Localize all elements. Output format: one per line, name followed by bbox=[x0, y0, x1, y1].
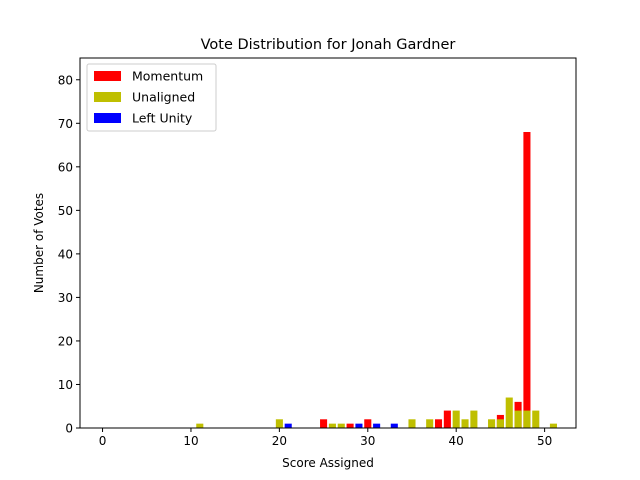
bar-unaligned-20 bbox=[275, 419, 283, 428]
bar-unaligned-49 bbox=[532, 410, 540, 428]
x-tick-label: 10 bbox=[183, 434, 198, 448]
bar-unaligned-45 bbox=[496, 419, 504, 428]
y-axis-label: Number of Votes bbox=[32, 193, 46, 293]
chart-title: Vote Distribution for Jonah Gardner bbox=[201, 37, 456, 53]
x-tick-label: 20 bbox=[272, 434, 287, 448]
y-tick-label: 40 bbox=[58, 247, 73, 261]
bar-unaligned-47 bbox=[514, 410, 522, 428]
x-tick-label: 40 bbox=[449, 434, 464, 448]
bar-left-unity-29 bbox=[355, 423, 363, 428]
bar-unaligned-11 bbox=[196, 423, 204, 428]
y-tick-label: 10 bbox=[58, 378, 73, 392]
legend-swatch-left-unity bbox=[94, 113, 121, 123]
y-tick-label: 80 bbox=[58, 73, 73, 87]
bars-layer bbox=[196, 132, 557, 428]
y-tick-label: 60 bbox=[58, 160, 73, 174]
legend-label-left-unity: Left Unity bbox=[132, 111, 193, 126]
y-axis-ticks: 0 10 20 30 40 50 60 70 80 bbox=[58, 73, 80, 436]
legend-items: Momentum Unaligned Left Unity bbox=[94, 69, 203, 126]
bar-left-unity-31 bbox=[373, 423, 381, 428]
bar-unaligned-48 bbox=[523, 410, 531, 428]
bar-unaligned-35 bbox=[408, 419, 416, 428]
bar-left-unity-33 bbox=[390, 423, 398, 428]
x-axis-ticks: 0 10 20 30 40 50 bbox=[99, 428, 552, 448]
legend: Momentum Unaligned Left Unity bbox=[86, 63, 217, 132]
x-tick-label: 30 bbox=[360, 434, 375, 448]
bar-unaligned-27 bbox=[337, 423, 345, 428]
bar-momentum-48 bbox=[523, 132, 531, 428]
plot-area-frame bbox=[79, 57, 577, 429]
x-tick-label: 50 bbox=[537, 434, 552, 448]
y-tick-label: 50 bbox=[58, 204, 73, 218]
bar-unaligned-37 bbox=[426, 419, 434, 428]
y-tick-label: 0 bbox=[65, 422, 73, 436]
bar-momentum-30 bbox=[364, 419, 372, 428]
x-axis-label: Score Assigned bbox=[282, 456, 374, 470]
bar-unaligned-41 bbox=[461, 419, 469, 428]
bar-momentum-38 bbox=[434, 419, 443, 428]
bar-unaligned-51 bbox=[549, 423, 557, 428]
bar-momentum-28 bbox=[346, 423, 354, 428]
legend-swatch-momentum bbox=[94, 71, 121, 81]
y-tick-label: 20 bbox=[58, 334, 73, 348]
bar-unaligned-42 bbox=[470, 410, 478, 428]
legend-swatch-unaligned bbox=[94, 92, 121, 102]
x-tick-label: 0 bbox=[99, 434, 107, 448]
bar-unaligned-26 bbox=[328, 423, 336, 428]
bar-unaligned-40 bbox=[452, 410, 460, 428]
legend-label-unaligned: Unaligned bbox=[132, 90, 195, 105]
bar-momentum-39 bbox=[443, 410, 451, 428]
bar-left-unity-21 bbox=[284, 423, 292, 428]
bar-momentum-25 bbox=[320, 419, 328, 428]
legend-label-momentum: Momentum bbox=[132, 69, 203, 84]
y-tick-label: 30 bbox=[58, 291, 73, 305]
bar-unaligned-46 bbox=[505, 397, 513, 428]
y-tick-label: 70 bbox=[58, 117, 73, 131]
bar-unaligned-44 bbox=[488, 419, 496, 428]
